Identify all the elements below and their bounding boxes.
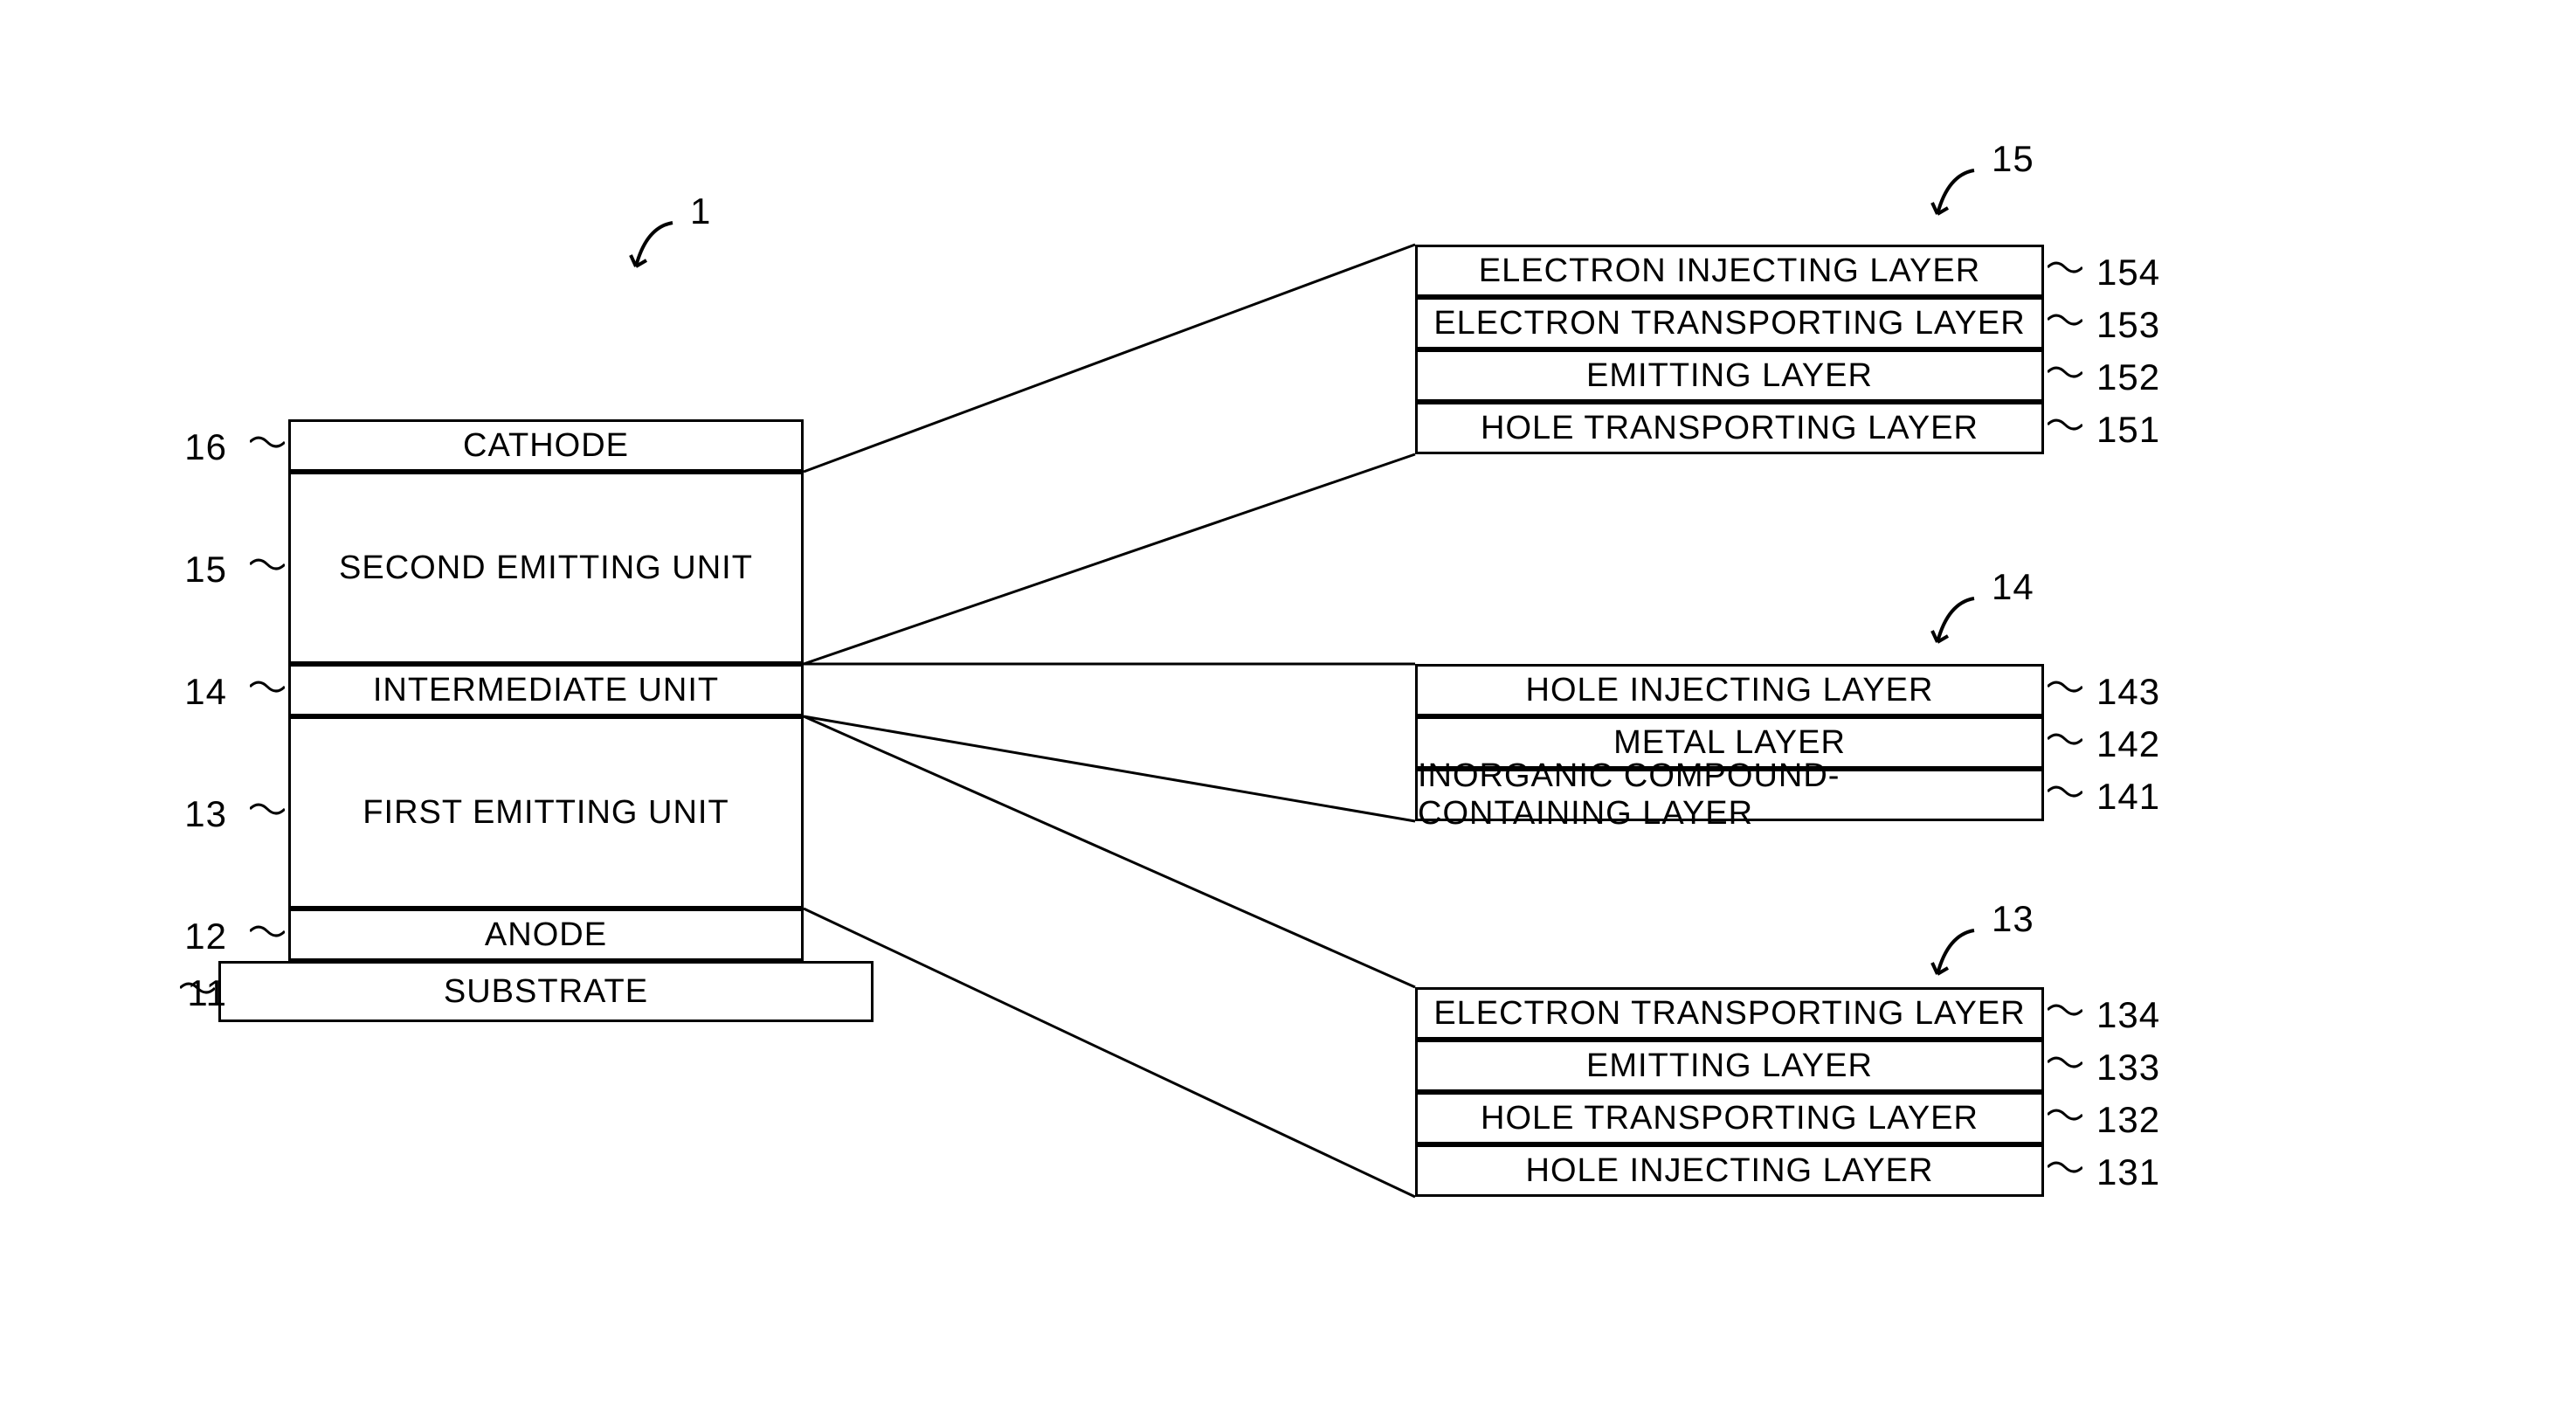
ref-142: 142 [2096, 723, 2160, 765]
tick-15 [250, 557, 285, 578]
arrow-label-14: 14 [1992, 566, 2034, 608]
ref-153: 153 [2096, 304, 2160, 346]
ref-133: 133 [2096, 1047, 2160, 1089]
ref-143: 143 [2096, 671, 2160, 713]
tick-13 [250, 802, 285, 823]
ref-13: 13 [148, 793, 227, 835]
tick-11 [180, 981, 215, 1002]
arrow-14 [1930, 594, 1983, 655]
main-layer-anode: ANODE [288, 909, 804, 961]
ref-131: 131 [2096, 1151, 2160, 1193]
detail-layer-133: EMITTING LAYER [1415, 1040, 2044, 1092]
diagram-stage: CATHODE 16 SECOND EMITTING UNIT 15 INTERMEDI… [0, 0, 2576, 1410]
tick-12 [250, 924, 285, 945]
main-layer-intermediate: INTERMEDIATE UNIT [288, 664, 804, 716]
main-layer-substrate: SUBSTRATE [218, 961, 874, 1022]
arrow-label-15: 15 [1992, 138, 2034, 180]
tick-152 [2048, 365, 2082, 386]
ref-14: 14 [148, 671, 227, 713]
arrow-label-13: 13 [1992, 898, 2034, 940]
ref-154: 154 [2096, 252, 2160, 294]
main-layer-first_unit: FIRST EMITTING UNIT [288, 716, 804, 909]
ref-132: 132 [2096, 1099, 2160, 1141]
tick-151 [2048, 418, 2082, 439]
arrow-15 [1930, 166, 1983, 227]
tick-143 [2048, 680, 2082, 701]
main-layer-cathode: CATHODE [288, 419, 804, 472]
tick-131 [2048, 1160, 2082, 1181]
tick-142 [2048, 732, 2082, 753]
tick-154 [2048, 260, 2082, 281]
ref-15: 15 [148, 549, 227, 591]
ref-141: 141 [2096, 776, 2160, 818]
detail-layer-151: HOLE TRANSPORTING LAYER [1415, 402, 2044, 454]
detail-layer-153: ELECTRON TRANSPORTING LAYER [1415, 297, 2044, 349]
tick-141 [2048, 784, 2082, 805]
ref-134: 134 [2096, 994, 2160, 1036]
detail-layer-143: HOLE INJECTING LAYER [1415, 664, 2044, 716]
tick-14 [250, 680, 285, 701]
tick-16 [250, 435, 285, 456]
tick-132 [2048, 1108, 2082, 1129]
arrow-13 [1930, 926, 1983, 987]
tick-133 [2048, 1055, 2082, 1076]
ref-16: 16 [148, 426, 227, 468]
detail-layer-152: EMITTING LAYER [1415, 349, 2044, 402]
detail-layer-131: HOLE INJECTING LAYER [1415, 1144, 2044, 1197]
detail-layer-134: ELECTRON TRANSPORTING LAYER [1415, 987, 2044, 1040]
detail-layer-132: HOLE TRANSPORTING LAYER [1415, 1092, 2044, 1144]
tick-134 [2048, 1003, 2082, 1024]
ref-151: 151 [2096, 409, 2160, 451]
detail-layer-154: ELECTRON INJECTING LAYER [1415, 245, 2044, 297]
arrow-1 [629, 218, 681, 280]
tick-153 [2048, 313, 2082, 334]
main-layer-second_unit: SECOND EMITTING UNIT [288, 472, 804, 664]
ref-152: 152 [2096, 356, 2160, 398]
detail-layer-141: INORGANIC COMPOUND-CONTAINING LAYER [1415, 769, 2044, 821]
arrow-label-1: 1 [690, 190, 711, 232]
ref-12: 12 [148, 916, 227, 957]
